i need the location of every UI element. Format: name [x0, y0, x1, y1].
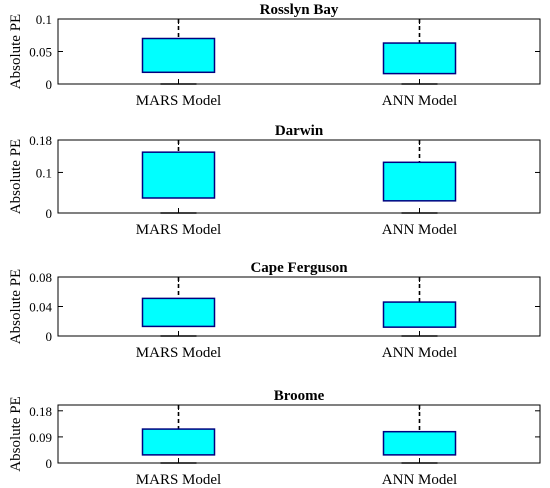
box-1	[382, 405, 457, 464]
box-0	[141, 405, 216, 464]
box-1	[382, 140, 457, 214]
x-tick-label: ANN Model	[382, 345, 457, 361]
x-tick-label: MARS Model	[136, 222, 221, 238]
box-0	[141, 19, 216, 85]
y-tick-label: 0.09	[29, 430, 52, 445]
box-body	[382, 161, 457, 202]
chart-panel-2: Darwin Absolute PE MARS Model ANN Model 0 0.1…	[8, 123, 541, 238]
x-tick-label: MARS Model	[136, 472, 221, 488]
x-tick-label: ANN Model	[382, 222, 457, 238]
box-body	[141, 297, 216, 328]
chart-title: Rosslyn Bay	[260, 2, 339, 18]
box-body	[382, 42, 457, 75]
box-1	[382, 277, 457, 337]
y-tick-label: 0.18	[29, 133, 52, 148]
y-tick-label: 0	[46, 77, 53, 92]
y-axis-label: Absolute PE	[8, 14, 24, 89]
y-tick-label: 0.1	[36, 12, 52, 27]
y-tick-label: 0.08	[29, 270, 52, 285]
y-tick-label: 0.18	[29, 404, 52, 419]
y-tick-label: 0.04	[29, 300, 52, 315]
x-tick-label: MARS Model	[136, 93, 221, 109]
chart-panel-1: Rosslyn Bay Absolute PE MARS Model ANN Mode…	[8, 2, 541, 109]
chart-title: Darwin	[275, 123, 324, 139]
axes-frame	[57, 18, 541, 85]
box-body	[141, 151, 216, 199]
axes-frame	[57, 404, 541, 464]
axes-frame	[57, 139, 541, 214]
box-body	[141, 428, 216, 456]
box-body	[382, 301, 457, 328]
y-tick-label: 0.05	[29, 45, 52, 60]
box-1	[382, 19, 457, 85]
y-tick-label: 0	[46, 206, 53, 221]
y-tick-label: 0	[46, 456, 53, 471]
chart-title: Cape Ferguson	[250, 260, 348, 276]
axes-frame	[57, 276, 541, 337]
chart-title: Broome	[274, 388, 325, 404]
box-0	[141, 140, 216, 214]
chart-panel-4: Broome Absolute PE MARS Model ANN Model 0 0.0…	[8, 388, 541, 488]
box-body	[141, 37, 216, 74]
y-tick-label: 0.1	[36, 165, 52, 180]
chart-panel-3: Cape Ferguson Absolute PE MARS Model ANN Mo…	[8, 260, 541, 361]
x-tick-label: ANN Model	[382, 472, 457, 488]
y-axis-label: Absolute PE	[8, 396, 24, 471]
y-axis-label: Absolute PE	[8, 269, 24, 344]
box-0	[141, 277, 216, 337]
x-tick-label: MARS Model	[136, 345, 221, 361]
y-tick-label: 0	[46, 329, 53, 344]
y-axis-label: Absolute PE	[8, 139, 24, 214]
box-body	[382, 430, 457, 456]
x-tick-label: ANN Model	[382, 93, 457, 109]
